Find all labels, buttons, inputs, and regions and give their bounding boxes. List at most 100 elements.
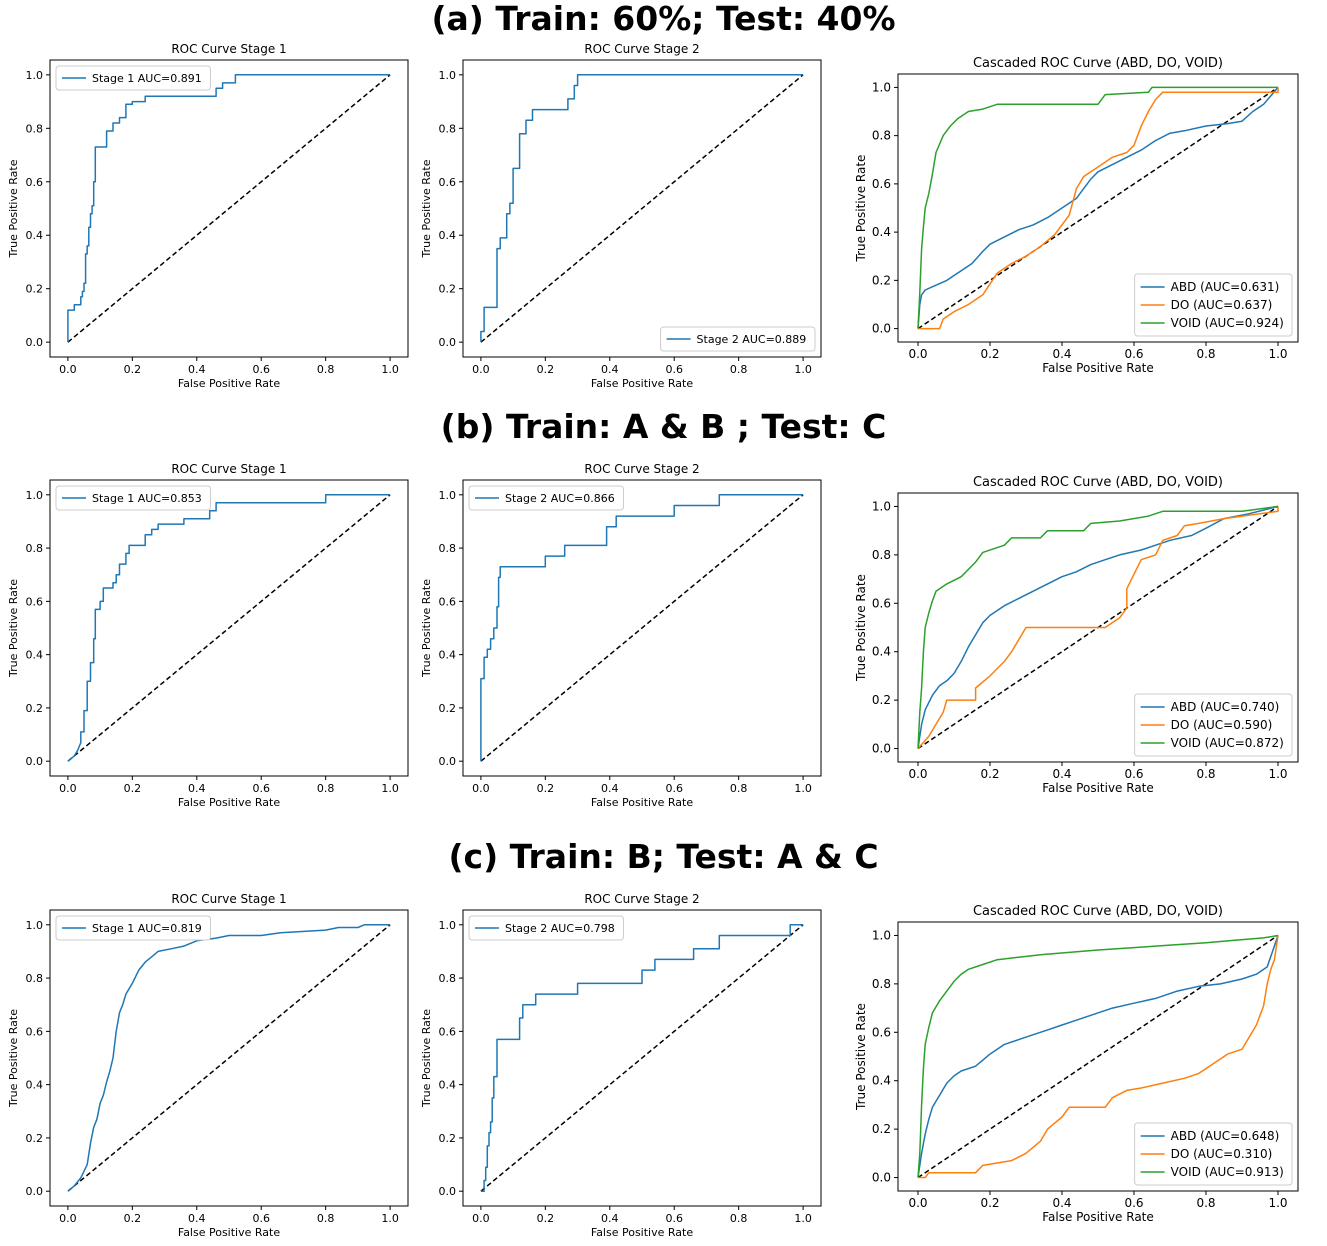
y-tick-label: 0.8 [439,972,457,985]
x-tick-label: 0.8 [730,782,748,795]
x-tick-label: 0.6 [665,1212,683,1225]
x-tick-label: 0.8 [1196,767,1215,781]
y-axis-label: True Positive Rate [420,159,433,258]
x-tick-label: 0.4 [601,1212,619,1225]
x-axis-label: False Positive Rate [178,377,280,390]
legend-box [1134,1122,1293,1186]
legend-entry: VOID (AUC=0.872) [1171,736,1284,750]
x-tick-label: 0.8 [317,1212,335,1225]
y-axis-label: True Positive Rate [854,155,868,263]
plot-frame [897,921,1299,1192]
x-tick-label: 0.8 [730,1212,748,1225]
x-axis-label: False Positive Rate [591,1226,693,1239]
x-tick-label: 0.0 [472,782,490,795]
legend-entry: Stage 2 AUC=0.866 [505,492,615,505]
x-axis-label: False Positive Rate [178,1226,280,1239]
x-axis-label: False Positive Rate [1042,781,1154,795]
x-tick-label: 0.8 [730,363,748,376]
y-tick-label: 0.4 [872,225,891,239]
x-axis-label: False Positive Rate [1042,1210,1154,1224]
chance-diagonal-line [480,494,804,762]
x-tick-label: 0.2 [980,347,999,361]
chart-title: ROC Curve Stage 2 [584,42,699,56]
roc-curve-blue [480,924,804,1192]
roc-curve-blue [917,935,1279,1178]
chance-diagonal-line [480,924,804,1192]
x-tick-label: 0.2 [537,1212,555,1225]
chart-panel-7: ROC Curve Stage 1 0.0 0.2 0.4 0.6 0.8 1.0 0.0 0.… [7,892,409,1239]
plot-frame [897,73,1299,343]
chance-diagonal-line [480,74,804,343]
x-tick-label: 0.0 [59,363,77,376]
y-tick-label: 0.6 [872,596,891,610]
roc-curve-green [917,505,1279,749]
y-tick-label: 0.0 [872,322,891,336]
roc-curve-blue [480,494,804,762]
chart-panel-4: ROC Curve Stage 1 0.0 0.2 0.4 0.6 0.8 1.0 0.0 0.… [7,462,409,809]
x-tick-label: 0.2 [124,782,142,795]
x-axis-label: False Positive Rate [178,796,280,809]
x-tick-label: 0.6 [252,363,270,376]
legend-entry: Stage 1 AUC=0.853 [92,492,202,505]
plot-frame [462,59,822,358]
y-tick-label: 0.4 [872,645,891,659]
y-tick-label: 0.6 [439,595,457,608]
roc-curve-blue [917,505,1279,749]
x-tick-label: 0.0 [59,782,77,795]
y-axis-label: True Positive Rate [854,1003,868,1111]
y-tick-label: 1.0 [872,928,891,942]
x-tick-label: 0.6 [252,1212,270,1225]
x-tick-label: 0.2 [124,363,142,376]
x-tick-label: 0.6 [1124,347,1143,361]
x-tick-label: 0.0 [908,767,927,781]
chart-panel-6: Cascaded ROC Curve (ABD, DO, VOID) 0.0 0.2… [854,475,1299,795]
y-tick-label: 1.0 [439,69,457,82]
chart-title: Cascaded ROC Curve (ABD, DO, VOID) [973,56,1223,71]
x-tick-label: 0.4 [188,782,206,795]
chance-diagonal-line [917,934,1279,1179]
chance-diagonal-line [67,74,391,343]
y-axis-label: True Positive Rate [7,159,20,258]
legend-box [1134,273,1293,337]
roc-curve-blue [67,494,391,762]
roc-curve-blue [480,74,804,343]
row-title-b: (b) Train: A & B ; Test: C [440,407,887,446]
legend-box [468,485,624,511]
y-tick-label: 0.2 [439,702,457,715]
legend-box [660,326,816,352]
y-axis-label: True Positive Rate [420,579,433,678]
roc-curve-blue [67,74,391,343]
x-tick-label: 0.0 [908,347,927,361]
row-title-a: (a) Train: 60%; Test: 40% [431,0,896,38]
x-tick-label: 1.0 [1268,347,1287,361]
y-tick-label: 0.4 [26,1079,44,1092]
legend-entry: ABD (AUC=0.740) [1171,700,1280,714]
plot-frame [49,479,409,777]
x-axis-label: False Positive Rate [591,796,693,809]
x-tick-label: 0.2 [537,363,555,376]
y-tick-label: 0.6 [26,595,44,608]
x-axis-label: False Positive Rate [1042,361,1154,375]
y-tick-label: 0.4 [439,1079,457,1092]
x-tick-label: 0.4 [1052,1196,1071,1210]
chart-panel-2: ROC Curve Stage 2 0.0 0.2 0.4 0.6 0.8 1.0 0.0 0.… [420,42,822,390]
y-tick-label: 0.6 [872,1025,891,1039]
chart-title: Cascaded ROC Curve (ABD, DO, VOID) [973,904,1223,919]
y-tick-label: 0.0 [872,1171,891,1185]
x-tick-label: 0.0 [59,1212,77,1225]
y-tick-label: 0.6 [26,176,44,189]
y-tick-label: 0.8 [439,122,457,135]
y-tick-label: 1.0 [26,69,44,82]
y-tick-label: 0.0 [872,742,891,756]
legend: ABD (AUC=0.631) DO (AUC=0.637) VOID (AUC=0… [1134,273,1293,337]
roc-curve-blue [67,924,391,1192]
y-tick-label: 0.4 [872,1074,891,1088]
x-tick-label: 1.0 [794,363,812,376]
legend-entry: VOID (AUC=0.913) [1171,1165,1284,1179]
legend-entry: ABD (AUC=0.631) [1171,280,1280,294]
plot-frame [462,479,822,777]
roc-curve-orange [917,506,1279,749]
y-tick-label: 0.2 [872,1122,891,1136]
y-tick-label: 0.2 [872,693,891,707]
